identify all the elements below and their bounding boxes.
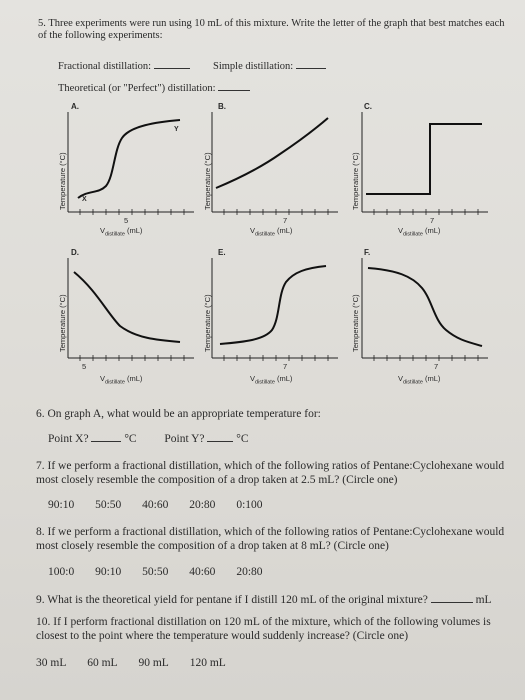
graph-b-x-label: Vdistillate (mL) xyxy=(250,226,293,238)
theoretical-blank[interactable] xyxy=(218,80,251,91)
theoretical-answer-row: Theoretical (or "Perfect") distillation: xyxy=(58,80,251,96)
q7-option[interactable]: 20:80 xyxy=(189,499,216,511)
graph-f-letter: F. xyxy=(364,248,371,257)
question-5: 5. Three experiments were run using 10 m… xyxy=(38,18,508,42)
question-10: 10. If I perform fractional distillation… xyxy=(36,615,516,643)
fractional-blank[interactable] xyxy=(153,58,190,69)
graph-f-curve xyxy=(367,267,483,347)
graph-f-plot xyxy=(361,258,488,361)
theoretical-label: Theoretical (or "Perfect") distillation: xyxy=(58,83,216,94)
graph-d-x-label: Vdistillate (mL) xyxy=(100,374,143,386)
graph-a-point-y: Y xyxy=(174,126,179,133)
graph-a xyxy=(56,108,196,233)
point-y-label: Point Y? xyxy=(164,433,205,445)
point-y-blank[interactable] xyxy=(207,431,234,442)
graph-f xyxy=(350,254,490,379)
question-10-text: If I perform fractional distillation on … xyxy=(36,616,491,642)
graph-c-plot xyxy=(361,112,488,215)
question-7: 7. If we perform a fractional distillati… xyxy=(36,459,516,487)
question-9-blank[interactable] xyxy=(430,592,473,603)
question-5-number: 5. xyxy=(38,18,46,29)
question-10-number: 10. xyxy=(36,616,51,628)
point-x-blank[interactable] xyxy=(91,431,122,442)
graph-a-point-x: X xyxy=(82,196,87,203)
graph-e-y-label: Temperature (°C) xyxy=(203,294,212,352)
question-6-text: On graph A, what would be an appropriate… xyxy=(47,408,321,420)
graph-b-letter: B. xyxy=(218,102,226,111)
graph-e-letter: E. xyxy=(218,248,226,257)
graph-f-y-label: Temperature (°C) xyxy=(351,294,360,352)
graph-e-x-label: Vdistillate (mL) xyxy=(250,374,293,386)
q10-option[interactable]: 120 mL xyxy=(189,657,226,669)
graph-c xyxy=(350,108,490,233)
q8-option[interactable]: 90:10 xyxy=(95,566,122,578)
graph-e-plot xyxy=(211,258,338,361)
graph-a-x-label: Vdistillate (mL) xyxy=(100,226,143,238)
q7-option[interactable]: 0:100 xyxy=(236,499,263,511)
q8-option[interactable]: 50:50 xyxy=(142,566,169,578)
q10-option[interactable]: 60 mL xyxy=(87,657,118,669)
question-6: 6. On graph A, what would be an appropri… xyxy=(36,407,516,421)
graph-a-plot xyxy=(67,112,194,215)
graph-d-curve xyxy=(73,271,181,343)
question-9: 9. What is the theoretical yield for pen… xyxy=(36,592,492,607)
q8-option[interactable]: 100:0 xyxy=(48,566,75,578)
simple-label: Simple distillation: xyxy=(213,61,294,72)
question-5-text: Three experiments were run using 10 mL o… xyxy=(38,18,505,41)
graph-b-plot xyxy=(211,112,338,215)
question-8-options: 100:0 90:10 50:50 40:60 20:80 xyxy=(48,566,281,578)
graph-b xyxy=(200,108,340,233)
q10-option[interactable]: 30 mL xyxy=(36,657,67,669)
graph-d-tick: 5 xyxy=(82,362,87,371)
question-7-number: 7. xyxy=(36,460,45,472)
graph-a-letter: A. xyxy=(71,102,79,111)
graph-c-curve xyxy=(366,123,482,195)
graph-d-letter: D. xyxy=(71,248,79,257)
q8-option[interactable]: 40:60 xyxy=(189,566,216,578)
graph-e-tick: 7 xyxy=(283,362,288,371)
question-8-number: 8. xyxy=(36,526,45,538)
graph-d xyxy=(56,254,196,379)
graph-b-y-label: Temperature (°C) xyxy=(203,152,212,210)
point-y-unit: °C xyxy=(236,433,249,445)
graph-a-y-label: Temperature (°C) xyxy=(58,152,67,210)
question-6-number: 6. xyxy=(36,408,45,420)
question-9-unit: mL xyxy=(475,594,492,606)
question-8: 8. If we perform a fractional distillati… xyxy=(36,525,516,553)
graph-c-letter: C. xyxy=(364,102,372,111)
q8-option[interactable]: 20:80 xyxy=(236,566,263,578)
graph-b-curve xyxy=(215,117,329,189)
graph-f-x-label: Vdistillate (mL) xyxy=(398,374,441,386)
graph-b-tick: 7 xyxy=(283,216,288,225)
question-7-text: If we perform a fractional distillation,… xyxy=(36,460,505,486)
question-10-options: 30 mL 60 mL 90 mL 120 mL xyxy=(36,657,244,669)
question-8-text: If we perform a fractional distillation,… xyxy=(36,526,505,552)
question-6-answers: Point X? °C Point Y? °C xyxy=(48,431,249,446)
point-x-label: Point X? xyxy=(48,433,89,445)
point-x-unit: °C xyxy=(124,433,137,445)
graph-c-x-label: Vdistillate (mL) xyxy=(398,226,441,238)
question-9-number: 9. xyxy=(36,594,45,606)
simple-blank[interactable] xyxy=(295,58,326,69)
question-9-text: What is the theoretical yield for pentan… xyxy=(47,594,428,606)
graph-d-plot xyxy=(67,258,194,361)
q7-option[interactable]: 40:60 xyxy=(142,499,169,511)
graph-a-tick: 5 xyxy=(124,216,129,225)
graph-e-curve xyxy=(219,265,327,345)
question-7-options: 90:10 50:50 40:60 20:80 0:100 xyxy=(48,499,281,511)
fractional-label: Fractional distillation: xyxy=(58,61,152,72)
fractional-answer-row: Fractional distillation: xyxy=(58,58,190,74)
graph-a-curve xyxy=(77,119,181,199)
graph-e xyxy=(200,254,340,379)
graph-d-y-label: Temperature (°C) xyxy=(58,294,67,352)
graph-c-tick: 7 xyxy=(430,216,435,225)
simple-answer-row: Simple distillation: xyxy=(213,58,326,74)
q10-option[interactable]: 90 mL xyxy=(138,657,169,669)
graph-f-tick: 7 xyxy=(434,362,439,371)
graph-c-y-label: Temperature (°C) xyxy=(351,152,360,210)
q7-option[interactable]: 50:50 xyxy=(95,499,122,511)
q7-option[interactable]: 90:10 xyxy=(48,499,75,511)
